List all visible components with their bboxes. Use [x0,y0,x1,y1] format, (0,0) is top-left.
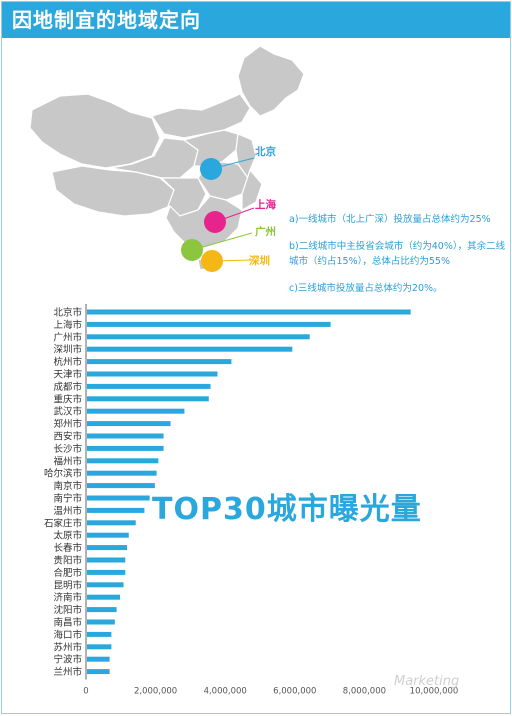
bar-13 [87,470,157,476]
bar-8 [87,408,185,414]
category-label: 福州市 [53,455,82,467]
bar-29 [87,669,110,675]
bar-21 [87,569,126,575]
bar-23 [87,594,121,600]
bar-18 [87,532,129,538]
page-title: 因地制宜的地域定向 [12,8,201,32]
category-label: 西安市 [53,431,82,443]
category-label: 北京市 [53,307,82,319]
bar-17 [87,520,136,526]
category-label: 深圳市 [53,344,82,356]
label-shenzhen: 深圳 [249,255,270,267]
bar-19 [87,545,128,551]
category-label: 石家庄市 [44,517,83,529]
category-label: 成都市 [53,381,82,393]
bar-10 [87,433,164,439]
category-label: 温州市 [53,505,82,517]
watermark-text: Marketing [394,674,460,689]
category-label: 上海市 [53,319,82,331]
category-label: 南宁市 [53,493,82,505]
bar-24 [87,607,117,613]
category-label: 济南市 [53,592,82,604]
chart-overlay-title: TOP30城市曝光量 [152,492,422,527]
shanghai-dot [204,211,226,233]
category-label: 海口市 [53,629,82,641]
category-label: 天津市 [53,369,82,381]
bar-11 [87,445,164,451]
category-label: 广州市 [53,331,82,343]
bar-16 [87,507,145,513]
bar-1 [87,321,331,327]
category-label: 沈阳市 [53,604,82,616]
beijing-dot [200,158,222,180]
note-c: c)三线城市投放量占总体约为20%。 [289,283,443,294]
category-label: 郑州市 [53,418,82,430]
category-label: 宁波市 [53,654,82,666]
header-bar: 因地制宜的地域定向 [2,2,510,38]
category-label: 哈尔滨市 [44,468,83,480]
guangzhou-dot [181,239,203,261]
bar-26 [87,631,112,637]
x-tick-label: 0 [83,687,88,697]
bar-0 [87,309,411,315]
bar-15 [87,495,150,501]
category-label: 苏州市 [53,641,82,653]
label-guangzhou: 广州 [255,226,276,238]
category-label: 太原市 [53,530,82,542]
note-b: b)二线城市中主投省会城市（约为40%），其余二线城市（约占15%），总体占比约… [289,241,506,267]
x-tick-label: 4,000,000 [204,687,247,697]
category-label: 兰州市 [53,666,82,678]
bar-12 [87,458,159,464]
category-label: 武汉市 [53,406,82,418]
x-tick-label: 8,000,000 [343,687,386,697]
bar-3 [87,346,293,352]
label-shanghai: 上海 [255,199,276,211]
category-label: 杭州市 [53,356,82,368]
bar-7 [87,396,209,402]
bar-9 [87,421,171,427]
bar-14 [87,483,155,489]
category-label: 贵阳市 [53,555,82,567]
category-label: 长沙市 [53,443,82,455]
x-tick-label: 2,000,000 [134,687,177,697]
china-map-icon [29,45,305,272]
shenzhen-dot [201,250,223,272]
category-label: 合肥市 [53,567,82,579]
label-beijing: 北京 [255,146,276,158]
category-label: 南京市 [53,480,82,492]
bar-4 [87,359,232,365]
bar-22 [87,582,124,588]
note-a: a)一线城市（北上广深）投放量占总体约为25% [289,214,491,225]
bar-6 [87,383,211,389]
bar-20 [87,557,126,563]
bar-27 [87,644,112,650]
category-label: 南昌市 [53,617,82,629]
bar-25 [87,619,115,625]
x-tick-label: 6,000,000 [273,687,316,697]
bar-2 [87,334,310,340]
x-tick-label: 10,000,000 [410,687,459,697]
bar-5 [87,371,218,377]
notes-block: a)一线城市（北上广深）投放量占总体约为25% b)二线城市中主投省会城市（约为… [289,212,509,308]
category-label: 重庆市 [53,393,82,405]
category-label: 昆明市 [53,579,82,591]
bar-28 [87,656,110,662]
category-label: 长春市 [53,542,82,554]
